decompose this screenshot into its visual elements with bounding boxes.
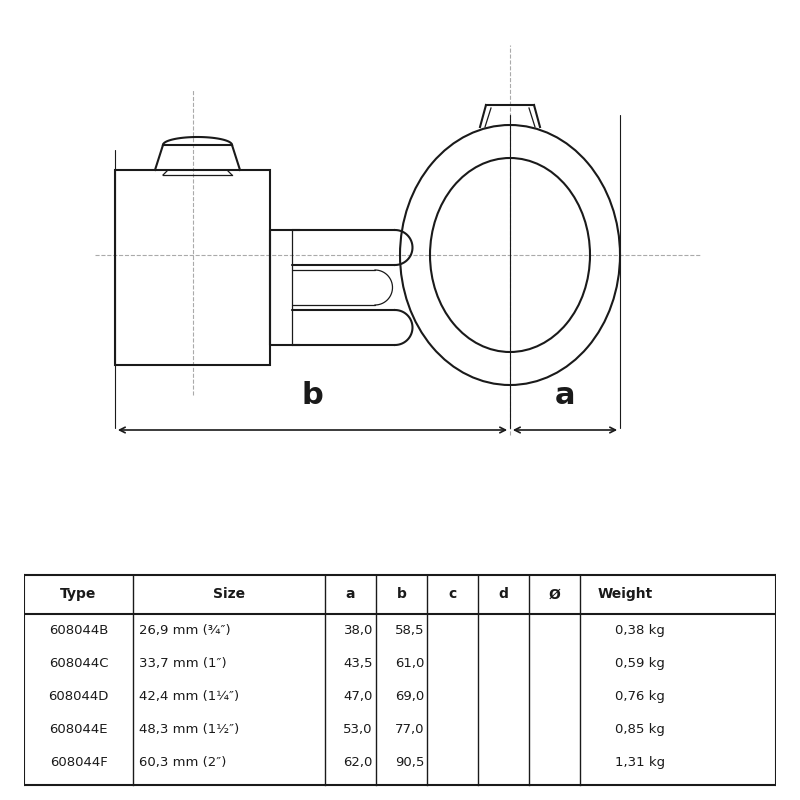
Text: Size: Size <box>213 587 245 602</box>
Text: 33,7 mm (1″): 33,7 mm (1″) <box>139 657 226 670</box>
Text: 43,5: 43,5 <box>343 657 373 670</box>
Text: 1,31 kg: 1,31 kg <box>614 756 665 769</box>
Text: d: d <box>499 587 509 602</box>
Text: 58,5: 58,5 <box>394 624 424 637</box>
Text: b: b <box>302 381 323 410</box>
Text: Weight: Weight <box>598 587 654 602</box>
Text: 608044F: 608044F <box>50 756 107 769</box>
Text: 48,3 mm (1½″): 48,3 mm (1½″) <box>139 723 239 736</box>
Text: 53,0: 53,0 <box>343 723 373 736</box>
Text: 62,0: 62,0 <box>343 756 373 769</box>
Text: 608044E: 608044E <box>50 723 108 736</box>
Text: 608044B: 608044B <box>49 624 108 637</box>
Text: 0,76 kg: 0,76 kg <box>615 690 665 703</box>
Text: a: a <box>554 381 575 410</box>
Text: 608044D: 608044D <box>48 690 109 703</box>
Text: 90,5: 90,5 <box>394 756 424 769</box>
Text: c: c <box>449 587 457 602</box>
Text: 0,38 kg: 0,38 kg <box>615 624 665 637</box>
Text: 26,9 mm (¾″): 26,9 mm (¾″) <box>139 624 230 637</box>
Text: 608044C: 608044C <box>49 657 108 670</box>
Text: b: b <box>397 587 406 602</box>
Text: 77,0: 77,0 <box>394 723 424 736</box>
Text: a: a <box>346 587 355 602</box>
Text: 47,0: 47,0 <box>343 690 373 703</box>
Text: 0,59 kg: 0,59 kg <box>615 657 665 670</box>
Text: 42,4 mm (1¼″): 42,4 mm (1¼″) <box>139 690 239 703</box>
Text: 0,85 kg: 0,85 kg <box>615 723 665 736</box>
Text: 60,3 mm (2″): 60,3 mm (2″) <box>139 756 226 769</box>
Text: 69,0: 69,0 <box>395 690 424 703</box>
Text: Type: Type <box>60 587 97 602</box>
Text: 38,0: 38,0 <box>343 624 373 637</box>
Text: 61,0: 61,0 <box>394 657 424 670</box>
Text: Ø: Ø <box>549 587 561 602</box>
